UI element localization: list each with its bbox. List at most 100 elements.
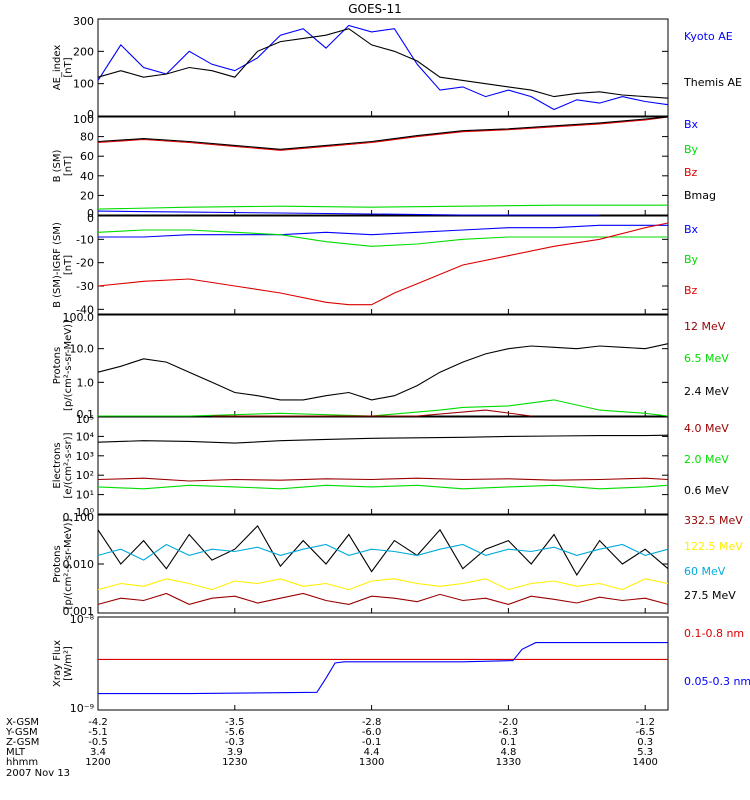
y-tick-label: 10⁴ bbox=[76, 430, 95, 443]
y-tick-label: 100.0 bbox=[63, 311, 95, 324]
y-tick-label: 100 bbox=[73, 113, 94, 126]
legend-122-5-mev: 122.5 MeV bbox=[684, 540, 743, 553]
y-tick-label: 100 bbox=[73, 78, 94, 91]
series-bx bbox=[97, 210, 600, 216]
y-tick-label: 20 bbox=[80, 189, 94, 202]
y-tick-label: 10⁻⁸ bbox=[70, 613, 95, 626]
y-axis-label: Protons[p/(cm²-s-sr-MeV)] bbox=[52, 320, 74, 411]
series-2-4-mev bbox=[97, 343, 669, 401]
x-tick-value: 1230 bbox=[222, 757, 247, 768]
y-axis-label: B (SM)-IGRF (SM)[nT] bbox=[52, 222, 74, 308]
series-6-5-mev bbox=[98, 399, 669, 417]
series-bz bbox=[97, 116, 669, 151]
x-tick-value: -2.8 bbox=[362, 717, 382, 728]
x-tick-value: -5.6 bbox=[225, 727, 245, 738]
y-tick-label: -10 bbox=[76, 233, 94, 246]
x-tick-value: 1200 bbox=[85, 757, 110, 768]
series-0-6-mev bbox=[97, 434, 669, 444]
y-tick-label: 300 bbox=[73, 15, 94, 28]
panel-3: 0 -10 -20 -30 -40B (SM)-IGRF (SM)[nT] Bx By Bz bbox=[52, 212, 699, 316]
panel-1: 300 200 100 0 AE_index[nT] Kyoto AE Themis AE bbox=[52, 15, 742, 121]
series-60-mev bbox=[97, 543, 669, 561]
panel-6: 0.100 0.010 0.001Protons[p/(cm²-s-sr-MeV)]… bbox=[52, 511, 743, 618]
legend-6-5-mev: 6.5 MeV bbox=[684, 352, 729, 365]
y-tick-label: 0 bbox=[87, 207, 94, 220]
x-tick-value: 5.3 bbox=[637, 747, 653, 758]
legend-bz: Bz bbox=[684, 166, 698, 179]
x-tick-value: 3.4 bbox=[90, 747, 106, 758]
legend-0-6-mev: 0.6 MeV bbox=[684, 484, 729, 497]
x-tick-value: 1400 bbox=[632, 757, 657, 768]
panel-5: 10⁵ 10⁴ 10³ 10² 10¹ 10⁰Electrons[e/(cm²-s-sr)… bbox=[52, 413, 729, 519]
y-tick-label: 10¹ bbox=[76, 489, 94, 502]
panel-frame bbox=[97, 116, 669, 216]
date-label: 2007 Nov 13 bbox=[6, 768, 70, 779]
series-12-mev bbox=[212, 409, 532, 417]
series-27-5-mev bbox=[97, 524, 669, 576]
legend-bmag: Bmag bbox=[684, 189, 716, 202]
y-tick-label: 0.100 bbox=[63, 511, 95, 524]
y-tick-label: 40 bbox=[80, 170, 94, 183]
x-tick-value: -1.2 bbox=[635, 717, 655, 728]
x-tick-value: 1300 bbox=[359, 757, 384, 768]
legend-332-5-mev: 332.5 MeV bbox=[684, 514, 743, 527]
x-tick-value: -0.3 bbox=[225, 737, 245, 748]
x-tick-value: -3.5 bbox=[225, 717, 245, 728]
x-row-label: X-GSM bbox=[6, 717, 39, 728]
legend-themis-ae: Themis AE bbox=[683, 76, 742, 89]
legend-kyoto-ae: Kyoto AE bbox=[684, 30, 733, 43]
x-tick-value: 4.8 bbox=[500, 747, 516, 758]
series-0-05-0-3-nm bbox=[98, 642, 668, 695]
y-tick-label: -20 bbox=[76, 257, 94, 270]
y-axis-label: Xray Flux[W/m²] bbox=[52, 640, 74, 687]
legend-0-1-0-8-nm: 0.1-0.8 nm bbox=[684, 627, 744, 640]
x-tick-value: -2.0 bbox=[499, 717, 519, 728]
x-tick-value: -6.5 bbox=[635, 727, 655, 738]
series-by bbox=[97, 204, 668, 210]
series-themis-ae bbox=[97, 28, 669, 99]
y-tick-label: 0 bbox=[87, 108, 94, 121]
x-tick-value: -0.1 bbox=[362, 737, 382, 748]
y-tick-label: 0.001 bbox=[63, 605, 95, 618]
legend-2-0-mev: 2.0 MeV bbox=[684, 453, 729, 466]
panel-frame bbox=[97, 514, 669, 614]
series-4-0-mev bbox=[97, 477, 669, 482]
y-tick-label: 10³ bbox=[76, 450, 94, 463]
y-axis-label: AE_index[nT] bbox=[52, 45, 74, 91]
series-bmag bbox=[97, 116, 669, 150]
legend-4-0-mev: 4.0 MeV bbox=[684, 422, 729, 435]
y-tick-label: 0 bbox=[87, 212, 94, 225]
panel-4: 100.0 10.0 1.0 0.1Protons[p/(cm²-s-sr-MeV)]… bbox=[52, 311, 729, 421]
x-tick-value: 1330 bbox=[496, 757, 521, 768]
panel-7: 10⁻⁸ 10⁻⁹ Xray Flux[W/m²] 0.1-0.8 nm 0.05-0.… bbox=[52, 613, 750, 715]
legend-bz: Bz bbox=[684, 284, 698, 297]
y-tick-label: 200 bbox=[73, 45, 94, 58]
y-tick-label: -30 bbox=[76, 280, 94, 293]
series-122-5-mev bbox=[97, 578, 669, 591]
legend-by: By bbox=[684, 253, 699, 266]
x-row-label: Z-GSM bbox=[6, 737, 39, 748]
y-axis-label: B (SM)[nT] bbox=[52, 149, 74, 182]
panel-frame bbox=[97, 416, 669, 515]
y-tick-label: 0.010 bbox=[63, 558, 95, 571]
x-tick-value: 0.3 bbox=[637, 737, 653, 748]
legend-bx: Bx bbox=[684, 223, 699, 236]
series-kyoto-ae bbox=[97, 24, 669, 111]
y-tick-label: 80 bbox=[80, 131, 94, 144]
y-tick-label: 10² bbox=[76, 469, 94, 482]
y-tick-label: 1.0 bbox=[77, 376, 95, 389]
y-tick-label: 10.0 bbox=[70, 343, 95, 356]
panel-2: 100 80 60 40 20 0 B (SM)[nT] Bx By Bz Bmag bbox=[52, 113, 716, 220]
legend-by: By bbox=[684, 143, 699, 156]
y-tick-label: -40 bbox=[76, 303, 94, 316]
y-tick-label: 10⁻⁹ bbox=[70, 702, 94, 715]
y-tick-label: 10⁰ bbox=[76, 506, 95, 519]
x-tick-value: 0.1 bbox=[500, 737, 516, 748]
legend-0-05-0-3-nm: 0.05-0.3 nm bbox=[684, 675, 750, 688]
x-tick-value: -5.1 bbox=[88, 727, 108, 738]
x-tick-value: -6.3 bbox=[499, 727, 519, 738]
panel-frame bbox=[97, 215, 669, 315]
